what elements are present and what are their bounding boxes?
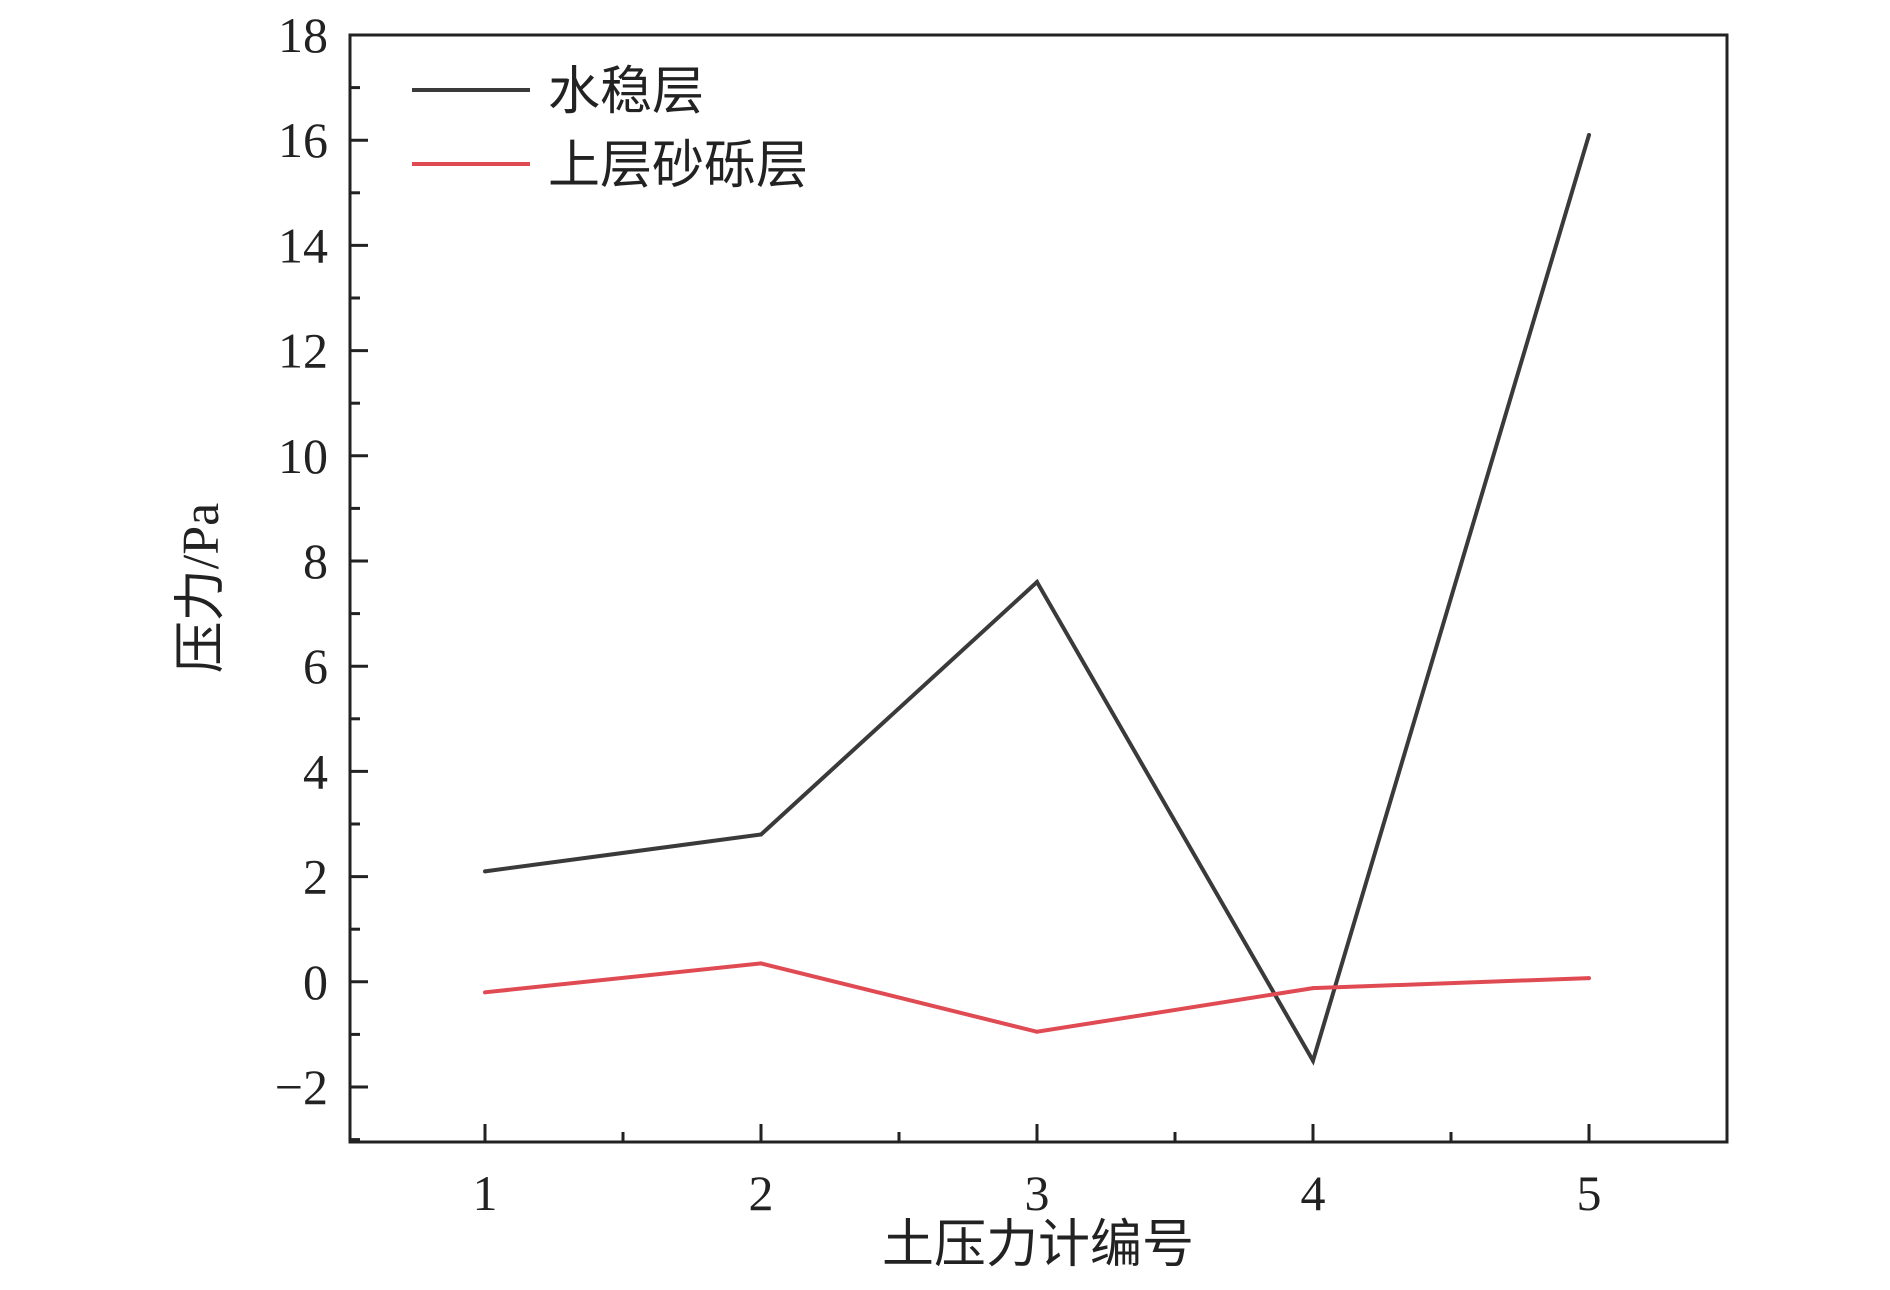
x-axis-ticks: 1 2 3 4 5 [473,1124,1602,1221]
series-2-point [483,990,487,995]
series-1-point [483,869,487,874]
y-tick-label: 16 [278,112,328,168]
series-line-1 [484,134,1591,1066]
y-tick-label: 6 [303,638,328,694]
series-layer [483,132,1591,1066]
series-2-point [1587,976,1591,981]
y-axis-ticks: −2 0 2 4 6 8 10 12 14 16 18 [275,7,368,1142]
series-1-point [1311,1058,1315,1063]
series-1-point [759,832,763,837]
x-tick-label: 1 [473,1165,498,1221]
x-axis-label: 土压力计编号 [882,1217,1194,1274]
series-2-point [1311,986,1315,991]
x-tick-label: 4 [1301,1165,1326,1221]
legend-label: 上层砂砾层 [548,138,808,195]
series-2-point [759,961,763,966]
y-tick-label: 12 [278,323,328,379]
y-tick-label: 0 [303,954,328,1010]
series-2-point [1035,1029,1039,1034]
y-tick-label: 10 [278,428,328,484]
legend-label: 水稳层 [548,64,704,121]
x-tick-label: 3 [1025,1165,1050,1221]
y-tick-label: 14 [278,217,328,273]
y-axis-label: 压力/Pa [173,503,230,673]
y-tick-label: −2 [275,1059,328,1115]
y-tick-label: 4 [303,743,328,799]
series-1-point [1035,580,1039,585]
y-tick-label: 8 [303,533,328,589]
x-tick-label: 2 [749,1165,774,1221]
x-tick-label: 5 [1577,1165,1602,1221]
y-tick-label: 18 [278,7,328,63]
series-1-point [1587,132,1591,137]
series-line-2 [484,961,1590,1034]
y-tick-label: 2 [303,849,328,905]
